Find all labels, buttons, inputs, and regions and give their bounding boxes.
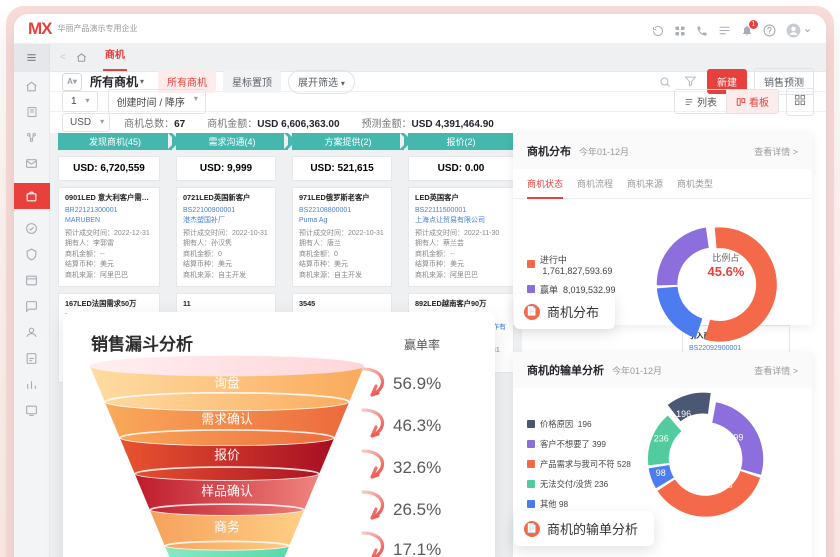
- svg-text:样品确认: 样品确认: [201, 483, 253, 498]
- svg-text:询盘: 询盘: [214, 375, 240, 390]
- svg-text:196: 196: [676, 409, 691, 419]
- svg-text:98: 98: [656, 468, 666, 478]
- svg-text:528: 528: [718, 480, 733, 490]
- svg-text:报价: 报价: [214, 447, 240, 462]
- svg-text:需求确认: 需求确认: [201, 411, 253, 426]
- svg-text:399: 399: [728, 433, 743, 443]
- svg-text:236: 236: [654, 434, 669, 444]
- svg-text:商务: 商务: [214, 519, 240, 534]
